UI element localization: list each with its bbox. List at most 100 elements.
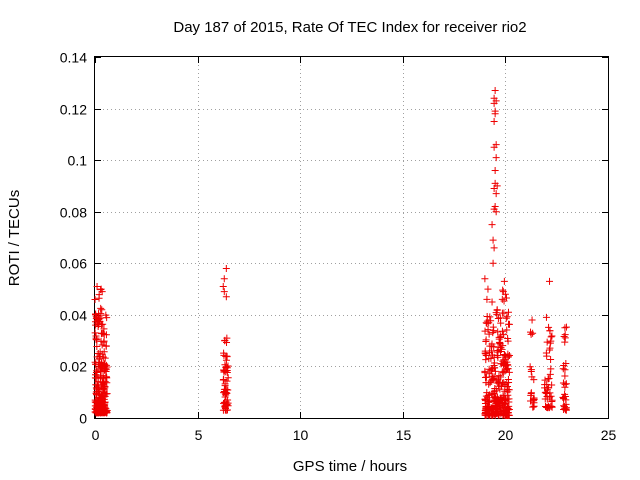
- data-point: [98, 306, 106, 314]
- data-point: [483, 312, 491, 320]
- data-point: [490, 117, 498, 125]
- data-point: [495, 402, 503, 410]
- data-point: [504, 335, 512, 343]
- data-point: [223, 377, 231, 385]
- data-point: [97, 304, 105, 312]
- data-point: [221, 403, 229, 411]
- data-point: [93, 402, 101, 410]
- data-point: [505, 395, 513, 403]
- data-point: [222, 264, 230, 272]
- y-tick-label: 0: [79, 411, 87, 427]
- data-point: [547, 333, 555, 341]
- data-point: [485, 330, 493, 338]
- data-point: [98, 409, 106, 417]
- data-point: [494, 347, 502, 355]
- data-point: [541, 389, 549, 397]
- data-point: [489, 365, 497, 373]
- data-point: [493, 348, 501, 356]
- data-point: [100, 374, 108, 382]
- data-point: [492, 190, 500, 198]
- data-point: [484, 285, 492, 293]
- data-point: [499, 369, 507, 377]
- data-point: [489, 236, 497, 244]
- data-point: [546, 277, 554, 285]
- data-point: [546, 339, 554, 347]
- data-point: [221, 336, 229, 344]
- data-point: [102, 390, 110, 398]
- data-point: [222, 353, 230, 361]
- data-point: [495, 398, 503, 406]
- x-tick-label: 10: [293, 427, 309, 443]
- data-point: [498, 327, 506, 335]
- data-point: [488, 221, 496, 229]
- chart-title: Day 187 of 2015, Rate Of TEC Index for r…: [173, 19, 526, 36]
- data-point: [503, 326, 511, 334]
- data-point: [500, 277, 508, 285]
- data-point: [547, 356, 555, 364]
- data-point: [526, 363, 534, 371]
- grid: [95, 57, 608, 418]
- data-point: [547, 365, 555, 373]
- y-tick-label: 0.02: [60, 359, 87, 375]
- data-point: [481, 275, 489, 283]
- data-point: [95, 320, 103, 328]
- x-tick-label: 20: [498, 427, 514, 443]
- data-point: [527, 389, 535, 397]
- data-point: [220, 376, 228, 384]
- data-point: [527, 366, 535, 374]
- y-tick-label: 0.1: [68, 153, 88, 169]
- data-point: [502, 398, 510, 406]
- data-point: [562, 323, 570, 331]
- data-point: [100, 338, 108, 346]
- y-tick-label: 0.14: [60, 50, 87, 66]
- data-point: [544, 404, 552, 412]
- data-point: [92, 374, 100, 382]
- x-tick-label: 25: [601, 427, 617, 443]
- data-point: [483, 319, 491, 327]
- data-point: [222, 293, 230, 301]
- data-point: [490, 373, 498, 381]
- data-point: [562, 396, 570, 404]
- data-point: [100, 348, 108, 356]
- data-point: [542, 388, 550, 396]
- data-point: [560, 332, 568, 340]
- data-point: [496, 340, 504, 348]
- x-tick-label: 5: [195, 427, 203, 443]
- data-point: [481, 396, 489, 404]
- data-point: [485, 403, 493, 411]
- axis-ticks: 0 5 10 15 20 25 0 0.02 0.04 0.06 0.08 0.1 0.12 0.14: [60, 50, 617, 444]
- data-point: [485, 319, 493, 327]
- data-point: [219, 282, 227, 290]
- data-point: [543, 338, 551, 346]
- data-point: [546, 393, 554, 401]
- data-point: [502, 314, 510, 322]
- data-point: [494, 407, 502, 415]
- data-point: [497, 373, 505, 381]
- data-point: [504, 391, 512, 399]
- data-point: [499, 393, 507, 401]
- data-point: [490, 353, 498, 361]
- data-point: [482, 337, 490, 345]
- data-point: [501, 380, 509, 388]
- data-point: [492, 208, 500, 216]
- data-point: [498, 309, 506, 317]
- data-point: [494, 315, 502, 323]
- data-point: [482, 411, 490, 419]
- data-point: [491, 401, 499, 409]
- data-point: [94, 403, 102, 411]
- data-point: [490, 387, 498, 395]
- data-point: [483, 295, 491, 303]
- data-point: [528, 316, 536, 324]
- data-point: [91, 295, 99, 303]
- data-point: [95, 291, 103, 299]
- data-point: [224, 374, 232, 382]
- data-point: [501, 409, 509, 417]
- data-point: [560, 403, 568, 411]
- data-point: [502, 410, 510, 418]
- data-point: [497, 319, 505, 327]
- data-point: [92, 311, 100, 319]
- data-point: [546, 346, 554, 354]
- data-point: [505, 378, 513, 386]
- data-point: [491, 203, 499, 211]
- data-points: [91, 87, 570, 419]
